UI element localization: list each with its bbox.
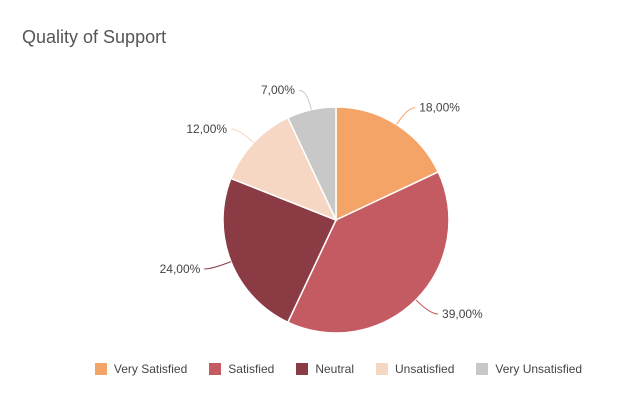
leader-line-neutral [204, 261, 232, 270]
legend-item-satisfied[interactable]: Satisfied [209, 362, 274, 376]
slice-label-satisfied: 39,00% [442, 307, 483, 321]
pie-slice-unsatisfied[interactable] [229, 116, 338, 222]
legend-label: Satisfied [228, 362, 275, 376]
legend-swatch [94, 363, 107, 375]
pie-slice-very-satisfied[interactable] [335, 106, 440, 222]
pie-slices [222, 106, 450, 334]
leader-line-unsatisfied [231, 128, 254, 144]
slice-label-neutral: 24,00% [160, 262, 201, 276]
leader-line-satisfied [415, 299, 439, 315]
legend: Very Satisfied Satisfied Neutral Unsatisfie… [0, 362, 631, 376]
leader-line-very-satisfied [396, 107, 416, 125]
legend-item-unsatisfied[interactable]: Unsatisfied [376, 362, 454, 376]
slice-label-very-satisfied: 18,00% [419, 101, 460, 115]
leader-lines [204, 89, 439, 315]
legend-label: Neutral [315, 362, 354, 376]
legend-item-very-unsatisfied[interactable]: Very Unsatisfied [476, 362, 582, 376]
slice-label-unsatisfied: 12,00% [186, 122, 227, 136]
chart-title: Quality of Support [22, 27, 167, 47]
pie-slice-neutral[interactable] [222, 177, 338, 324]
legend-swatch [376, 363, 388, 375]
legend-swatch [209, 363, 222, 375]
pie-slice-satisfied[interactable] [286, 170, 450, 334]
legend-item-neutral[interactable]: Neutral [296, 362, 354, 376]
slice-label-very-unsatisfied: 7,00% [261, 83, 295, 97]
slice-labels: 18,00% 39,00% 24,00% 12,00% 7,00% [160, 83, 483, 321]
pie-slice-very-unsatisfied[interactable] [286, 106, 337, 221]
legend-label: Very Satisfied [113, 362, 188, 376]
legend-label: Unsatisfied [395, 362, 455, 376]
legend-swatch [476, 363, 489, 375]
legend-swatch [296, 363, 309, 375]
legend-item-very-satisfied[interactable]: Very Satisfied [94, 362, 188, 376]
leader-line-very-unsatisfied [298, 89, 312, 110]
legend-label: Very Unsatisfied [495, 362, 583, 376]
